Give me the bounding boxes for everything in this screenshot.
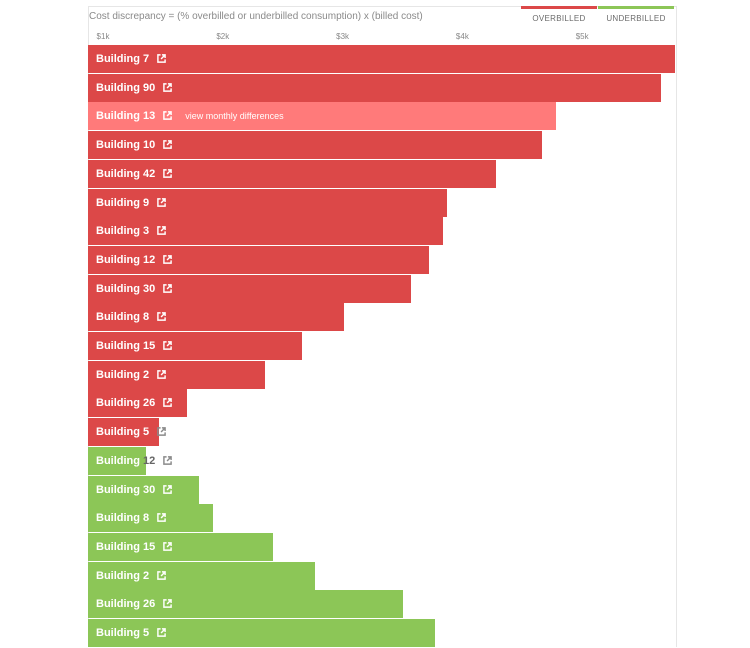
external-link-icon[interactable] (163, 455, 173, 465)
bar-label: Building 2 (96, 562, 166, 590)
bar-label: Building 10 (96, 131, 173, 159)
x-tick-label: $3k (336, 32, 350, 41)
bar-label: Building 5 (96, 418, 166, 446)
external-link-icon[interactable] (163, 398, 173, 408)
external-link-icon[interactable] (163, 82, 173, 92)
bar-row[interactable]: Building 7 (88, 45, 675, 73)
external-link-icon[interactable] (163, 168, 173, 178)
external-link-icon[interactable] (157, 628, 166, 637)
external-link-icon[interactable] (163, 283, 173, 293)
bar-row[interactable]: Building 10 (88, 131, 675, 160)
x-tick-label: $4k (455, 32, 469, 41)
external-link-icon[interactable] (157, 226, 166, 236)
bar-label: Building 12 (96, 246, 173, 274)
bar-row[interactable]: Building 13 view monthly differences (88, 102, 675, 131)
external-link-icon[interactable] (157, 197, 166, 207)
bar-row[interactable]: Building 26 (88, 389, 675, 418)
underbilled-bar[interactable] (88, 446, 147, 475)
external-link-icon[interactable] (163, 111, 173, 121)
legend-underbilled-swatch (598, 6, 674, 9)
view-monthly-differences-link[interactable]: view monthly differences (185, 111, 284, 122)
underbilled-bar[interactable] (88, 475, 200, 504)
overbilled-bar[interactable] (88, 245, 430, 274)
bar-row[interactable]: Building 12 (88, 245, 675, 274)
overbilled-bar[interactable] (88, 303, 344, 332)
external-link-icon[interactable] (157, 570, 166, 580)
bar-label: Building 2 (96, 361, 166, 389)
bar-label: Building 26 (96, 389, 173, 417)
external-link-icon[interactable] (163, 140, 173, 149)
x-tick-label: $5k (575, 32, 589, 41)
bar-label: Building 3 (96, 217, 166, 245)
bar-label: Building 15 (96, 533, 173, 561)
bar-row[interactable]: Building 15 (88, 332, 675, 360)
overbilled-bar[interactable] (88, 217, 444, 246)
external-link-icon[interactable] (157, 54, 166, 63)
overbilled-bar[interactable] (88, 159, 497, 188)
bar-label: Building 5 (96, 619, 166, 647)
bar-label: Building 7 (96, 45, 166, 73)
bar-row[interactable]: Building 5 (88, 418, 675, 447)
external-link-icon[interactable] (157, 312, 166, 322)
external-link-icon[interactable] (163, 599, 173, 609)
overbilled-bar[interactable] (88, 332, 303, 360)
overbilled-bar[interactable] (88, 360, 265, 389)
overbilled-bar[interactable] (88, 418, 160, 447)
underbilled-bar[interactable] (88, 504, 214, 533)
bar-row[interactable]: Building 2 (88, 360, 675, 389)
bar-row[interactable]: Building 12 (88, 446, 675, 475)
overbilled-bar[interactable] (88, 45, 675, 73)
x-tick-label: $2k (216, 32, 230, 41)
bar-row[interactable]: Building 8 (88, 303, 675, 332)
bar-label: Building 12 (96, 447, 173, 475)
bar-row[interactable]: Building 30 (88, 274, 675, 303)
overbilled-bar[interactable] (88, 389, 188, 418)
bar-row[interactable]: Building 3 (88, 217, 675, 246)
bar-label: Building 42 (96, 160, 173, 188)
x-axis: $1k $2k $3k $4k $5k (88, 32, 675, 44)
legend-overbilled-swatch (521, 6, 597, 9)
bar-row[interactable]: Building 5 (88, 619, 675, 647)
underbilled-bar[interactable] (88, 590, 403, 619)
external-link-icon[interactable] (163, 542, 173, 551)
bar-label: Building 90 (96, 74, 173, 102)
overbilled-bar[interactable] (88, 102, 557, 131)
legend-overbilled-label: OVERBILLED (532, 14, 586, 23)
bar-row[interactable]: Building 15 (88, 532, 675, 561)
underbilled-bar[interactable] (88, 532, 274, 561)
overbilled-bar[interactable] (88, 73, 662, 102)
external-link-icon[interactable] (163, 484, 173, 494)
external-link-icon[interactable] (157, 427, 166, 436)
bar-label: Building 26 (96, 590, 173, 618)
external-link-icon[interactable] (157, 513, 166, 523)
overbilled-bar[interactable] (88, 274, 412, 303)
external-link-icon[interactable] (157, 369, 166, 379)
bar-row[interactable]: Building 9 (88, 188, 675, 217)
bar-row[interactable]: Building 2 (88, 561, 675, 590)
bar-row[interactable]: Building 26 (88, 590, 675, 619)
legend-overbilled[interactable]: OVERBILLED (521, 6, 597, 24)
bar-label: Building 30 (96, 275, 173, 303)
bar-row[interactable]: Building 42 (88, 159, 675, 188)
legend-underbilled-label: UNDERBILLED (606, 14, 666, 23)
bar-label: Building 13 (96, 102, 173, 130)
bar-label: Building 8 (96, 504, 166, 532)
bar-label: Building 15 (96, 332, 173, 360)
overbilled-bar[interactable] (88, 188, 447, 217)
x-tick-label: $1k (96, 32, 110, 41)
external-link-icon[interactable] (163, 255, 173, 264)
external-link-icon[interactable] (163, 341, 173, 350)
bar-row[interactable]: Building 30 (88, 475, 675, 504)
bar-row[interactable]: Building 90 (88, 73, 675, 102)
bar-label: Building 9 (96, 189, 166, 217)
legend-underbilled[interactable]: UNDERBILLED (598, 6, 674, 24)
bar-label: Building 30 (96, 476, 173, 504)
bar-label: Building 8 (96, 303, 166, 331)
underbilled-bar[interactable] (88, 561, 316, 590)
bar-row[interactable]: Building 8 (88, 504, 675, 533)
chart-formula: Cost discrepancy = (% overbilled or unde… (89, 11, 423, 22)
